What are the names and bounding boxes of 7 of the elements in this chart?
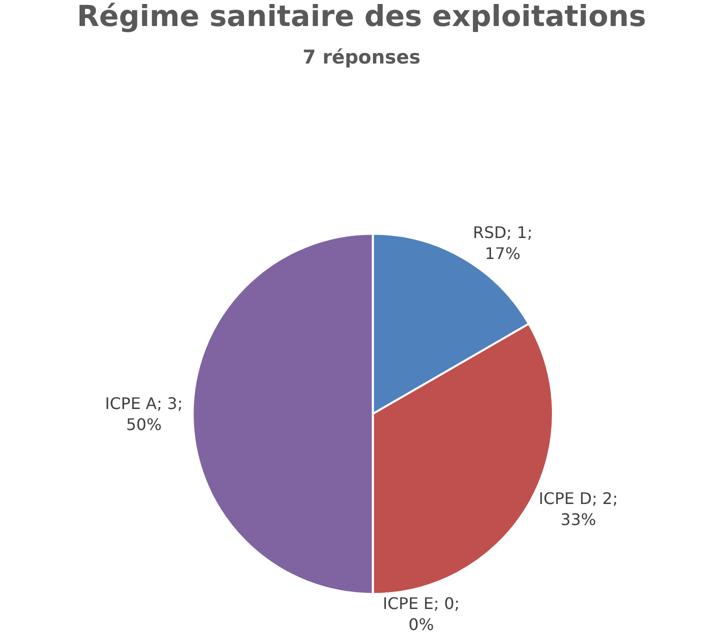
- category-label: ICPE E; 0;: [382, 594, 460, 613]
- text: 0%: [408, 614, 434, 634]
- slice-label: ICPE A; 3; 50%: [105, 394, 183, 434]
- slice-label: RSD; 1; 17%: [472, 223, 532, 263]
- chart-title: Régime sanitaire des exploitations: [76, 0, 646, 33]
- chart-subtitle: 7 réponses: [302, 46, 420, 68]
- slice-label: ICPE D; 2; 33%: [538, 489, 618, 529]
